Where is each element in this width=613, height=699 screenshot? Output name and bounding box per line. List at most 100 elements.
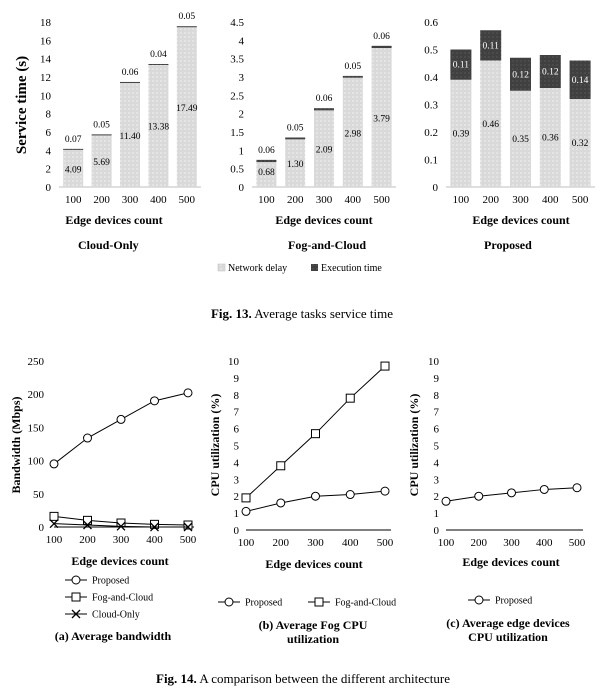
chart-title: Cloud-Only bbox=[78, 238, 139, 252]
data-label-execution-time: 0.04 bbox=[150, 50, 167, 60]
y-tick-label: 1 bbox=[234, 508, 240, 520]
y-tick-label: 50 bbox=[33, 489, 45, 501]
data-label-network-delay: 0.39 bbox=[453, 129, 470, 139]
data-point-proposed bbox=[539, 484, 549, 494]
y-tick-label: 0.5 bbox=[230, 164, 244, 176]
y-tick-label: 3 bbox=[434, 474, 440, 486]
data-point-fog-and-cloud bbox=[345, 393, 355, 403]
data-label-network-delay: 0.35 bbox=[512, 135, 529, 145]
x-tick-label: 400 bbox=[345, 194, 362, 206]
bar-network-delay bbox=[63, 149, 84, 187]
chart-ylabel: CPU utilization (%) bbox=[407, 394, 421, 497]
data-point-proposed bbox=[241, 506, 251, 516]
data-label-network-delay: 17.49 bbox=[176, 104, 198, 114]
y-tick-label: 0 bbox=[434, 525, 440, 537]
y-tick-label: 0 bbox=[239, 182, 245, 194]
chart-avg-edge-cpu: CPU utilization (%) Edge devices count (… bbox=[407, 356, 586, 644]
y-tick-label: 6 bbox=[46, 127, 52, 139]
y-tick-label: 200 bbox=[28, 389, 45, 401]
chart-xlabel: Edge devices count bbox=[275, 213, 372, 227]
y-tick-label: 2 bbox=[239, 109, 245, 121]
y-tick-label: 9 bbox=[234, 373, 240, 385]
bar-execution-time bbox=[148, 63, 169, 65]
x-tick-label: 500 bbox=[572, 194, 589, 206]
y-tick-label: 0 bbox=[46, 182, 52, 194]
data-point-cloud-only bbox=[83, 520, 92, 530]
legend-label-execution-time: Execution time bbox=[321, 263, 382, 274]
data-point-fog-and-cloud bbox=[311, 429, 320, 439]
chart-title-line-1: (c) Average edge devices bbox=[446, 616, 570, 630]
data-label-network-delay: 2.98 bbox=[344, 129, 361, 139]
data-label-execution-time: 0.07 bbox=[65, 135, 82, 145]
data-point-proposed bbox=[276, 498, 286, 508]
y-tick-label: 9 bbox=[434, 373, 440, 385]
data-point-fog-and-cloud bbox=[380, 361, 390, 371]
data-point-fog-and-cloud bbox=[241, 493, 251, 503]
data-label-execution-time: 0.11 bbox=[453, 61, 470, 71]
legend-label: Proposed bbox=[245, 598, 282, 609]
bar-execution-time bbox=[480, 30, 502, 61]
legend-marker bbox=[314, 597, 324, 607]
data-label-network-delay: 11.40 bbox=[119, 132, 140, 142]
y-tick-label: 0.3 bbox=[424, 100, 438, 112]
data-label-execution-time: 0.05 bbox=[344, 62, 361, 72]
data-point-proposed bbox=[116, 414, 126, 424]
fig14-caption-label: Fig. 14. bbox=[156, 671, 197, 686]
bar-network-delay bbox=[314, 110, 334, 187]
legend-label: Fog-and-Cloud bbox=[335, 598, 396, 609]
x-tick-label: 100 bbox=[453, 194, 470, 206]
y-tick-label: 1.5 bbox=[230, 127, 244, 139]
x-tick-label: 100 bbox=[65, 194, 82, 206]
bar-execution-time bbox=[510, 57, 531, 91]
y-tick-label: 150 bbox=[28, 422, 45, 434]
bar-execution-time bbox=[539, 55, 561, 88]
data-label-execution-time: 0.11 bbox=[483, 41, 500, 51]
y-tick-label: 8 bbox=[234, 390, 240, 402]
x-tick-label: 500 bbox=[179, 194, 196, 206]
bar-execution-time bbox=[120, 81, 140, 83]
fig13-caption: Fig. 13. Average tasks service time bbox=[211, 306, 393, 321]
bar-execution-time bbox=[371, 45, 392, 49]
y-tick-label: 10 bbox=[40, 90, 52, 102]
y-tick-label: 1 bbox=[239, 145, 245, 157]
x-tick-label: 300 bbox=[113, 534, 130, 546]
x-tick-label: 300 bbox=[122, 194, 139, 206]
chart-xlabel: Edge devices count bbox=[71, 554, 168, 568]
x-tick-label: 300 bbox=[307, 537, 324, 549]
data-point-proposed bbox=[474, 491, 484, 501]
bar-execution-time bbox=[91, 134, 112, 136]
chart-avg-fog-cpu: CPU utilization (%) Edge devices count (… bbox=[208, 356, 396, 646]
data-point-cloud-only bbox=[49, 519, 59, 529]
y-tick-label: 2 bbox=[234, 491, 240, 503]
data-point-proposed bbox=[380, 486, 390, 496]
data-point-proposed bbox=[345, 490, 355, 500]
data-point-proposed bbox=[507, 488, 516, 498]
data-point-fog-and-cloud bbox=[276, 461, 286, 471]
data-label-network-delay: 1.30 bbox=[287, 160, 304, 170]
y-tick-label: 18 bbox=[40, 17, 52, 29]
data-point-proposed bbox=[183, 388, 193, 398]
data-label-execution-time: 0.05 bbox=[178, 12, 195, 22]
y-tick-label: 4.5 bbox=[230, 17, 244, 29]
chart-ylabel: CPU utilization (%) bbox=[208, 394, 222, 497]
y-tick-label: 5 bbox=[234, 441, 240, 453]
y-tick-label: 7 bbox=[234, 407, 240, 419]
data-label-network-delay: 2.09 bbox=[316, 146, 333, 156]
data-point-proposed bbox=[572, 483, 582, 493]
data-label-network-delay: 4.09 bbox=[65, 165, 82, 175]
y-tick-label: 4 bbox=[434, 457, 440, 469]
data-label-execution-time: 0.06 bbox=[258, 146, 275, 156]
chart-xlabel: Edge devices count bbox=[65, 213, 162, 227]
chart-ylabel: Bandwidth (Mbps) bbox=[9, 396, 23, 493]
y-tick-label: 0.1 bbox=[424, 155, 438, 167]
data-point-proposed bbox=[83, 433, 92, 443]
legend-marker bbox=[71, 592, 81, 602]
series-line-proposed bbox=[53, 392, 189, 465]
x-tick-label: 200 bbox=[471, 537, 488, 549]
bar-network-delay bbox=[539, 88, 561, 187]
chart-title: Proposed bbox=[484, 238, 532, 252]
y-tick-label: 7 bbox=[434, 407, 440, 419]
legend-label: Proposed bbox=[92, 576, 129, 587]
data-point-cloud-only bbox=[116, 521, 126, 531]
